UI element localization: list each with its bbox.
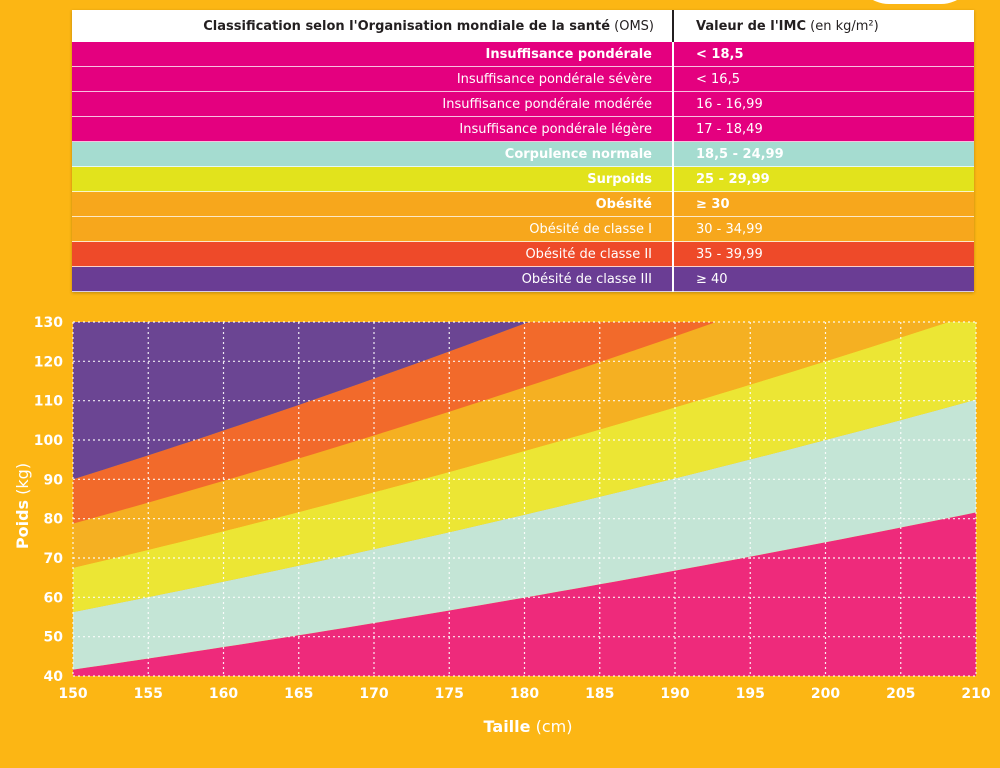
y-tick-label: 90: [44, 472, 64, 488]
y-tick-label: 80: [44, 512, 64, 528]
x-tick-label: 200: [811, 686, 840, 702]
bmi-band: [73, 512, 976, 676]
table-row: Surpoids 25 - 29,99: [72, 166, 974, 192]
x-axis-label-unit: (cm): [531, 717, 573, 736]
x-tick-label: 210: [961, 686, 990, 702]
x-tick-label: 155: [134, 686, 163, 702]
x-axis-ticks: 150 155 160 165 170 175 180 185 190 195 200 205 210: [58, 686, 990, 702]
y-tick-label: 60: [44, 590, 64, 606]
table-row: Insuffisance pondérale < 18,5: [72, 42, 974, 67]
bmi-value-cell: < 18,5: [673, 42, 974, 67]
bmi-value-cell: ≥ 30: [673, 191, 974, 217]
value-header-unit: (en kg/m²): [806, 18, 879, 34]
y-tick-label: 100: [34, 433, 63, 449]
bmi-classification-table: Classification selon l'Organisation mond…: [72, 10, 974, 292]
y-axis-label-title: Poids: [13, 500, 32, 549]
classification-cell: Insuffisance pondérale légère: [72, 116, 674, 142]
bmi-value-cell: 16 - 16,99: [673, 91, 974, 117]
classification-cell: Corpulence normale: [72, 141, 674, 167]
value-header-title: Valeur de l'IMC: [696, 18, 806, 34]
y-tick-label: 120: [34, 354, 63, 370]
y-tick-label: 130: [34, 315, 63, 331]
table-row: Insuffisance pondérale modérée 16 - 16,99: [72, 91, 974, 117]
bmi-value-cell: 25 - 29,99: [673, 166, 974, 192]
x-tick-label: 190: [660, 686, 689, 702]
table-row: Obésité de classe II 35 - 39,99: [72, 241, 974, 267]
table-row: Obésité de classe I 30 - 34,99: [72, 216, 974, 242]
x-axis-label: Taille (cm): [484, 717, 573, 736]
x-tick-label: 195: [736, 686, 765, 702]
x-tick-label: 180: [510, 686, 539, 702]
classification-cell: Obésité de classe I: [72, 216, 674, 242]
x-axis-label-title: Taille: [484, 717, 531, 736]
bmi-value-cell: 18,5 - 24,99: [673, 141, 974, 167]
bmi-band: [73, 322, 949, 568]
x-tick-label: 170: [359, 686, 388, 702]
bmi-band: [73, 322, 717, 524]
classification-header-source: (OMS): [610, 18, 654, 34]
x-tick-label: 165: [284, 686, 313, 702]
y-axis-label-unit: (kg): [13, 463, 32, 500]
bmi-value-cell: 17 - 18,49: [673, 116, 974, 142]
classification-cell: Obésité: [72, 191, 674, 217]
table-header-row: Classification selon l'Organisation mond…: [72, 10, 974, 42]
table-row: Insuffisance pondérale légère 17 - 18,49: [72, 116, 974, 142]
grid-lines: [72, 321, 977, 677]
x-tick-label: 150: [58, 686, 87, 702]
x-tick-label: 160: [209, 686, 238, 702]
y-tick-label: 50: [44, 630, 64, 646]
table-row: Corpulence normale 18,5 - 24,99: [72, 141, 974, 167]
corner-badge: [855, 0, 975, 4]
table-row: Obésité de classe III ≥ 40: [72, 266, 974, 292]
y-axis-label: Poids (kg): [13, 463, 32, 549]
x-tick-label: 175: [435, 686, 464, 702]
y-tick-label: 70: [44, 551, 64, 567]
classification-cell: Obésité de classe III: [72, 266, 674, 292]
y-axis-ticks: 40 50 60 70 80 90 100 110 120 130: [34, 315, 63, 685]
value-header: Valeur de l'IMC (en kg/m²): [673, 10, 974, 42]
classification-cell: Insuffisance pondérale sévère: [72, 66, 674, 92]
bmi-value-cell: < 16,5: [673, 66, 974, 92]
table-body: Insuffisance pondérale < 18,5 Insuffisance…: [72, 42, 974, 292]
classification-cell: Obésité de classe II: [72, 241, 674, 267]
classification-cell: Insuffisance pondérale: [72, 42, 674, 67]
y-tick-label: 110: [34, 394, 63, 410]
table-row: Obésité ≥ 30: [72, 191, 974, 217]
classification-cell: Surpoids: [72, 166, 674, 192]
classification-cell: Insuffisance pondérale modérée: [72, 91, 674, 117]
bmi-value-cell: ≥ 40: [673, 266, 974, 292]
bmi-value-cell: 30 - 34,99: [673, 216, 974, 242]
y-tick-label: 40: [44, 669, 64, 685]
classification-header: Classification selon l'Organisation mond…: [72, 10, 674, 42]
classification-header-title: Classification selon l'Organisation mond…: [203, 18, 611, 34]
table-row: Insuffisance pondérale sévère < 16,5: [72, 66, 974, 92]
x-tick-label: 205: [886, 686, 915, 702]
x-tick-label: 185: [585, 686, 614, 702]
bmi-value-cell: 35 - 39,99: [673, 241, 974, 267]
